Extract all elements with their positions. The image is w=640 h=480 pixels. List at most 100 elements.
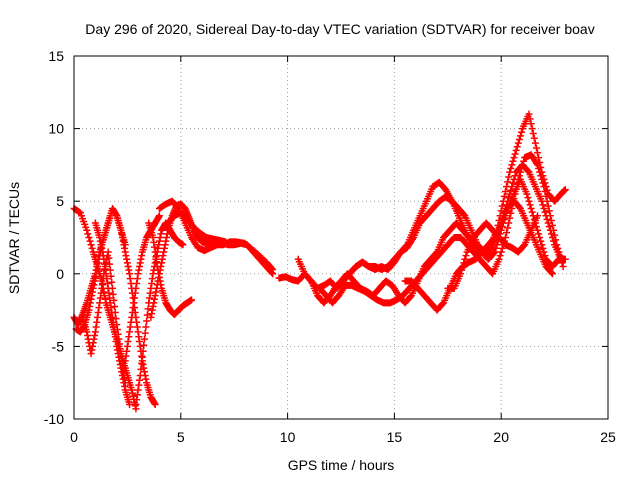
y-tick-label: -10 xyxy=(44,411,64,427)
x-tick-label: 15 xyxy=(387,429,403,445)
data-point xyxy=(532,144,540,152)
data-point xyxy=(83,226,91,234)
data-point xyxy=(500,192,508,200)
data-point xyxy=(524,194,532,202)
data-point xyxy=(88,244,96,252)
data-point xyxy=(540,183,548,191)
data-point xyxy=(550,226,558,234)
y-tick-label: 15 xyxy=(48,48,64,64)
data-point xyxy=(306,276,314,284)
data-point xyxy=(460,211,468,219)
data-point xyxy=(503,229,511,237)
x-tick-label: 10 xyxy=(280,429,296,445)
data-point xyxy=(520,157,528,165)
data-point xyxy=(269,265,277,273)
x-tick-label: 5 xyxy=(177,429,185,445)
data-point xyxy=(432,249,440,257)
data-point xyxy=(504,224,512,232)
data-point xyxy=(110,296,118,304)
series-track-18 xyxy=(444,212,542,292)
data-point xyxy=(539,244,547,252)
data-point xyxy=(536,234,544,241)
x-tick-label: 0 xyxy=(70,429,78,445)
data-point xyxy=(143,311,151,319)
x-tick-label: 25 xyxy=(600,429,616,445)
data-point xyxy=(554,244,562,252)
data-point xyxy=(106,266,114,274)
data-point xyxy=(137,365,145,373)
data-point xyxy=(543,197,551,205)
data-point xyxy=(542,192,550,200)
data-point xyxy=(541,208,549,216)
data-point xyxy=(534,226,542,234)
data-point xyxy=(86,237,94,245)
series-track-5 xyxy=(91,219,134,408)
y-tick-label: 5 xyxy=(56,193,64,209)
data-point xyxy=(141,329,149,337)
axis-ticks xyxy=(73,55,609,420)
data-point xyxy=(515,172,523,180)
data-point xyxy=(187,296,195,304)
data-point xyxy=(551,231,559,239)
y-axis-label: SDTVAR / TECUs xyxy=(6,182,22,294)
data-point xyxy=(527,204,535,212)
data-point xyxy=(552,236,560,244)
data-point xyxy=(509,179,517,187)
data-point xyxy=(142,323,150,331)
data-point xyxy=(457,270,465,278)
data-point xyxy=(406,293,414,301)
data-point xyxy=(555,255,563,263)
data-point xyxy=(539,179,547,187)
data-point xyxy=(517,165,525,173)
data-point xyxy=(462,252,470,260)
data-point xyxy=(84,230,92,238)
data-point xyxy=(87,241,95,249)
data-point xyxy=(136,371,144,379)
data-point xyxy=(179,241,187,249)
data-point xyxy=(516,168,524,176)
data-point xyxy=(534,161,542,169)
data-point xyxy=(517,128,525,136)
data-point xyxy=(507,186,515,194)
data-point xyxy=(534,149,542,157)
data-point xyxy=(540,204,548,212)
data-point xyxy=(554,256,562,264)
data-point xyxy=(516,132,524,140)
data-point xyxy=(530,134,538,142)
data-point xyxy=(514,139,522,147)
data-point xyxy=(515,135,523,143)
data-point xyxy=(491,248,499,256)
data-point xyxy=(85,234,93,241)
data-point xyxy=(105,254,113,262)
data-point xyxy=(548,221,556,229)
data-point xyxy=(561,186,569,194)
data-point xyxy=(109,290,117,298)
data-point xyxy=(545,223,553,231)
data-point xyxy=(126,400,134,408)
data-point xyxy=(513,143,521,151)
data-point xyxy=(528,208,536,216)
data-point xyxy=(106,212,114,220)
data-point xyxy=(497,248,505,256)
data-point xyxy=(535,165,543,173)
series-track-14 xyxy=(294,161,569,307)
data-point xyxy=(493,241,501,249)
data-point xyxy=(555,248,563,256)
data-point xyxy=(509,157,517,165)
data-point xyxy=(515,203,523,211)
data-point xyxy=(547,269,555,277)
data-point xyxy=(155,212,163,220)
y-tick-label: 10 xyxy=(48,121,64,137)
series-track-12 xyxy=(164,209,230,246)
x-tick-label: 20 xyxy=(493,429,509,445)
data-point xyxy=(526,115,534,123)
data-point xyxy=(541,188,549,196)
data-point xyxy=(140,335,148,343)
data-point xyxy=(556,252,564,260)
data-point xyxy=(536,168,544,176)
data-point xyxy=(506,214,514,222)
data-point xyxy=(544,202,552,210)
data-point xyxy=(140,341,148,349)
data-point xyxy=(459,263,467,271)
data-point xyxy=(507,165,515,173)
